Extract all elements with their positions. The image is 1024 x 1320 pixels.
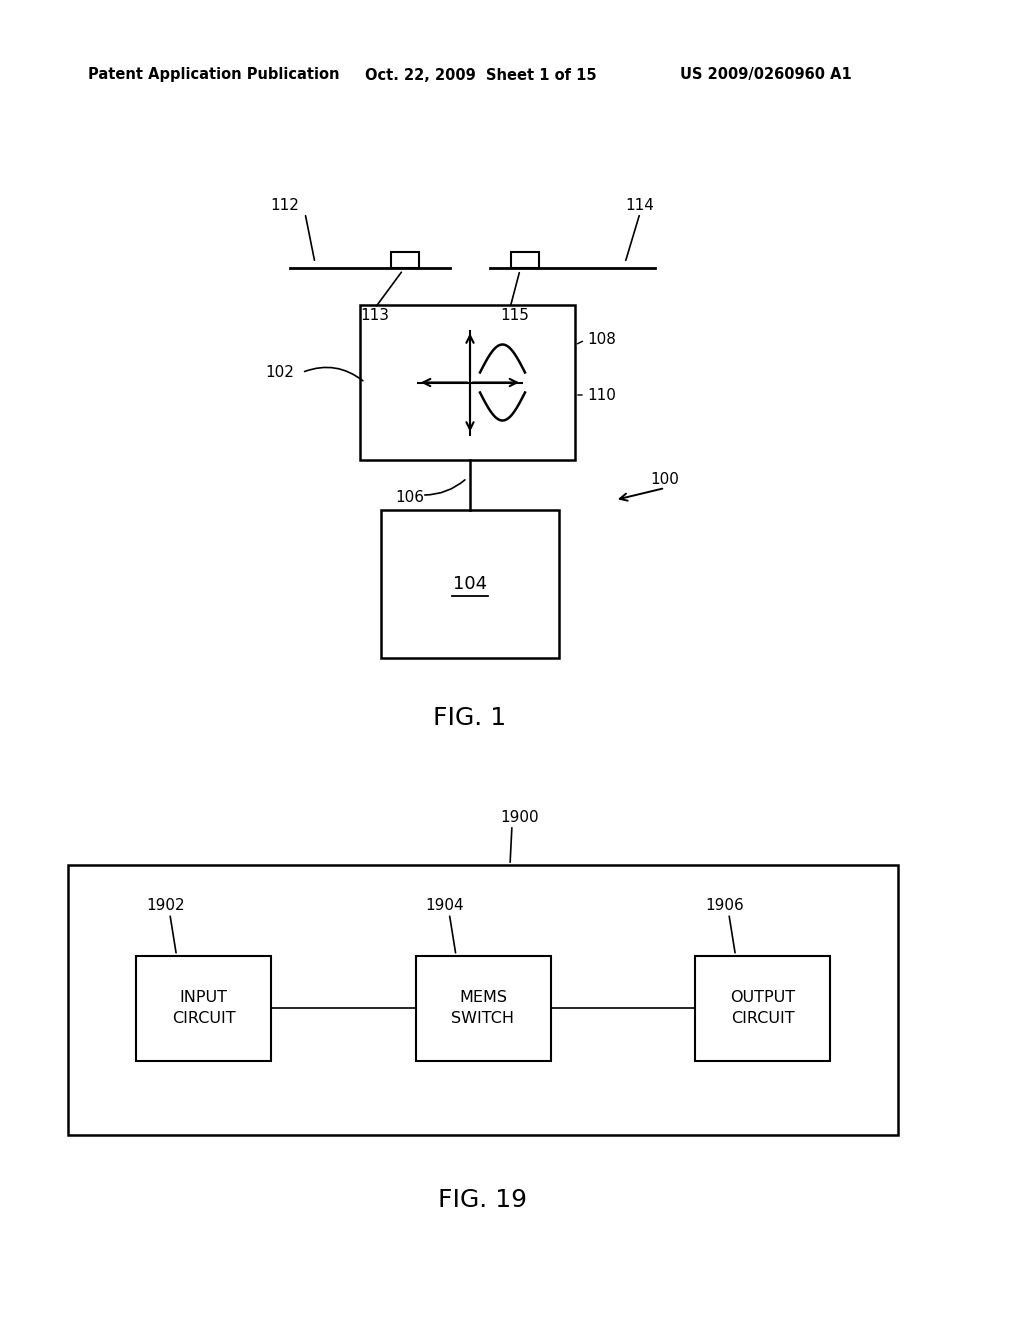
Text: 115: 115 [500,309,528,323]
Bar [695,956,830,1060]
Bar [391,252,419,268]
Text: 104: 104 [453,576,487,593]
Text: 1902: 1902 [146,898,184,913]
Text: FIG. 19: FIG. 19 [438,1188,527,1212]
Bar [360,305,575,459]
Text: 113: 113 [360,309,389,323]
Text: INPUT
CIRCUIT: INPUT CIRCUIT [172,990,236,1026]
Bar [68,865,898,1135]
Text: 108: 108 [587,333,615,347]
Text: FIG. 1: FIG. 1 [433,706,507,730]
Text: 106: 106 [395,491,424,506]
Bar [136,956,271,1060]
Text: 100: 100 [650,473,679,487]
Text: Patent Application Publication: Patent Application Publication [88,67,340,82]
Bar [381,510,559,657]
Text: 112: 112 [270,198,299,213]
Text: 1906: 1906 [705,898,743,913]
Text: US 2009/0260960 A1: US 2009/0260960 A1 [680,67,852,82]
Text: 114: 114 [625,198,654,213]
Text: 1900: 1900 [500,809,539,825]
Bar [511,252,539,268]
Text: 1904: 1904 [426,898,464,913]
Text: Oct. 22, 2009  Sheet 1 of 15: Oct. 22, 2009 Sheet 1 of 15 [365,67,597,82]
Text: 102: 102 [265,366,294,380]
Text: 110: 110 [587,388,615,403]
Text: OUTPUT
CIRCUIT: OUTPUT CIRCUIT [730,990,795,1026]
Text: MEMS
SWITCH: MEMS SWITCH [452,990,514,1026]
Bar [416,956,551,1060]
